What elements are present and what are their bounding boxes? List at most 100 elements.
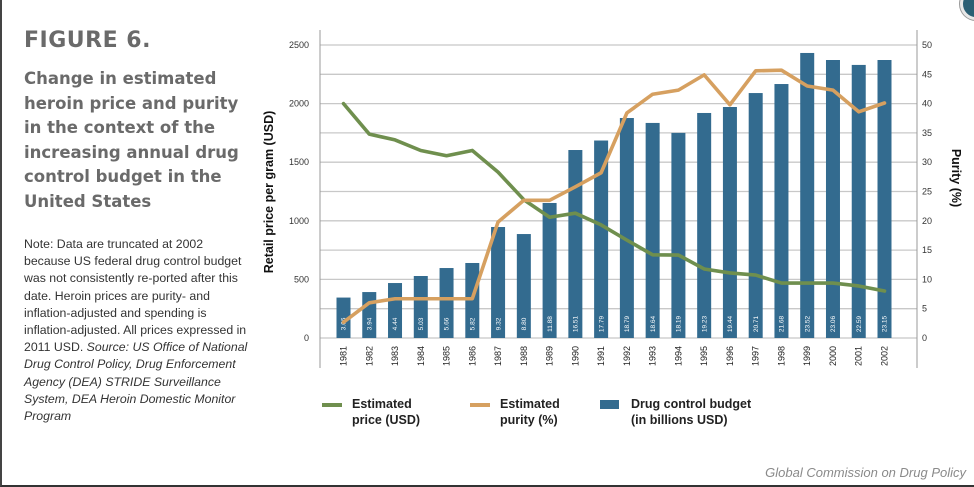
source-text: Source: US Office of National Drug Contr… — [24, 340, 248, 424]
x-tick-label: 1998 — [776, 346, 786, 366]
price-line — [341, 101, 887, 293]
x-tick-label: 1989 — [545, 346, 555, 366]
budget-bar — [671, 132, 686, 338]
left-axis-label: Retail price per gram (USD) — [262, 111, 276, 274]
x-tick-label: 2000 — [828, 346, 838, 366]
right-axis-ticks: 0 5 10 15 20 25 30 35 40 45 50 — [922, 40, 932, 343]
budget-bar — [851, 64, 866, 338]
x-tick-label: 1995 — [699, 346, 709, 366]
bar-value-labels: 3.66 3.94 4.44 5.03 5.66 5.82 9.32 8.80 11.88 16.… — [341, 315, 889, 332]
budget-bar — [594, 140, 609, 338]
legend-item-price: Estimated price (USD) — [322, 396, 420, 428]
purity-swatch — [470, 403, 490, 407]
figure-note: Note: Data are truncated at 2002 because… — [24, 236, 249, 425]
right-tick-label: 10 — [922, 274, 932, 284]
left-tick-label: 500 — [294, 274, 309, 284]
bar-value-label: 5.03 — [418, 317, 425, 330]
x-tick-label: 1997 — [751, 346, 761, 366]
grid-lines — [320, 44, 917, 339]
bar-value-label: 5.82 — [470, 317, 477, 330]
bar-value-label: 23.52 — [804, 315, 811, 332]
left-tick-label: 2000 — [289, 99, 309, 109]
x-tick-label: 1988 — [519, 346, 529, 366]
bar-value-label: 23.06 — [830, 315, 837, 332]
x-tick-label: 1993 — [648, 346, 658, 366]
bar-value-label: 20.71 — [753, 315, 760, 332]
legend-item-purity: Estimated purity (%) — [470, 396, 560, 428]
budget-bar — [774, 84, 789, 338]
price-swatch — [322, 403, 342, 407]
x-tick-label: 1991 — [596, 346, 606, 366]
bar-value-label: 9.32 — [495, 317, 502, 330]
bar-value-label: 19.44 — [727, 315, 734, 332]
budget-bar — [336, 297, 351, 338]
budget-bar — [722, 106, 737, 338]
budget-bar — [413, 276, 428, 338]
right-tick-label: 20 — [922, 216, 932, 226]
bar-value-label: 18.19 — [676, 315, 683, 332]
x-tick-label: 1983 — [390, 346, 400, 366]
bar-value-label: 21.68 — [779, 315, 786, 332]
budget-bar — [645, 122, 660, 338]
x-tick-label: 1990 — [570, 346, 580, 366]
right-tick-label: 40 — [922, 99, 932, 109]
figure-label: FIGURE 6. — [24, 28, 151, 53]
x-tick-label: 2002 — [880, 346, 890, 366]
budget-bar — [697, 112, 712, 338]
right-axis-label: Purity (%) — [949, 149, 963, 207]
right-tick-label: 30 — [922, 157, 932, 167]
budget-bar — [825, 60, 840, 339]
legend-label-purity: Estimated purity (%) — [500, 397, 560, 427]
budget-bar — [439, 268, 454, 338]
budget-bar — [619, 118, 634, 339]
bar-value-label: 11.88 — [547, 316, 554, 332]
footer-credit: Global Commission on Drug Policy — [765, 465, 966, 480]
right-tick-label: 5 — [922, 304, 927, 314]
axes — [319, 30, 918, 368]
budget-bar — [568, 150, 583, 338]
bar-value-label: 3.94 — [366, 317, 373, 330]
bar-value-label: 18.79 — [624, 315, 631, 332]
legend-item-budget: Drug control budget (in billions USD) — [600, 396, 751, 428]
budget-bar — [877, 60, 892, 339]
bar-value-label: 8.80 — [521, 317, 528, 330]
bar-value-label: 19.23 — [701, 315, 708, 332]
left-tick-label: 1000 — [289, 216, 309, 226]
legend-label-budget: Drug control budget (in billions USD) — [631, 397, 752, 427]
budget-bar — [388, 283, 403, 338]
budget-bar — [516, 234, 531, 338]
x-tick-label: 1987 — [493, 346, 503, 366]
bar-value-label: 23.15 — [882, 315, 889, 332]
bar-value-label: 22.59 — [856, 315, 863, 332]
bar-value-label: 16.51 — [573, 315, 580, 332]
x-tick-label: 1984 — [416, 346, 426, 366]
right-tick-label: 50 — [922, 40, 932, 50]
budget-bars — [336, 52, 892, 339]
x-tick-label: 1999 — [802, 346, 812, 366]
left-axis-ticks: 0 500 1000 1500 2000 2500 — [289, 40, 309, 343]
note-text: Note: Data are truncated at 2002 because… — [24, 237, 247, 355]
x-tick-label: 1994 — [673, 346, 683, 366]
bar-value-label: 5.66 — [444, 317, 451, 330]
x-tick-label: 1996 — [725, 346, 735, 366]
figure-title: Change in estimated heroin price and pur… — [24, 69, 239, 211]
left-tick-label: 0 — [304, 333, 309, 343]
x-tick-label: 1985 — [442, 346, 452, 366]
right-tick-label: 35 — [922, 128, 932, 138]
budget-bar — [748, 93, 763, 338]
budget-bar — [491, 227, 506, 338]
bar-value-label: 17.79 — [598, 315, 605, 332]
budget-bar — [800, 52, 815, 338]
right-tick-label: 15 — [922, 245, 932, 255]
bar-value-label: 18.64 — [650, 315, 657, 332]
x-tick-label: 1986 — [467, 346, 477, 366]
x-tick-label: 2001 — [854, 346, 864, 366]
right-tick-label: 0 — [922, 333, 927, 343]
x-tick-label: 1992 — [622, 346, 632, 366]
right-tick-label: 45 — [922, 69, 932, 79]
budget-swatch — [600, 400, 619, 409]
right-tick-label: 25 — [922, 187, 932, 197]
bar-value-label: 4.44 — [392, 317, 399, 330]
